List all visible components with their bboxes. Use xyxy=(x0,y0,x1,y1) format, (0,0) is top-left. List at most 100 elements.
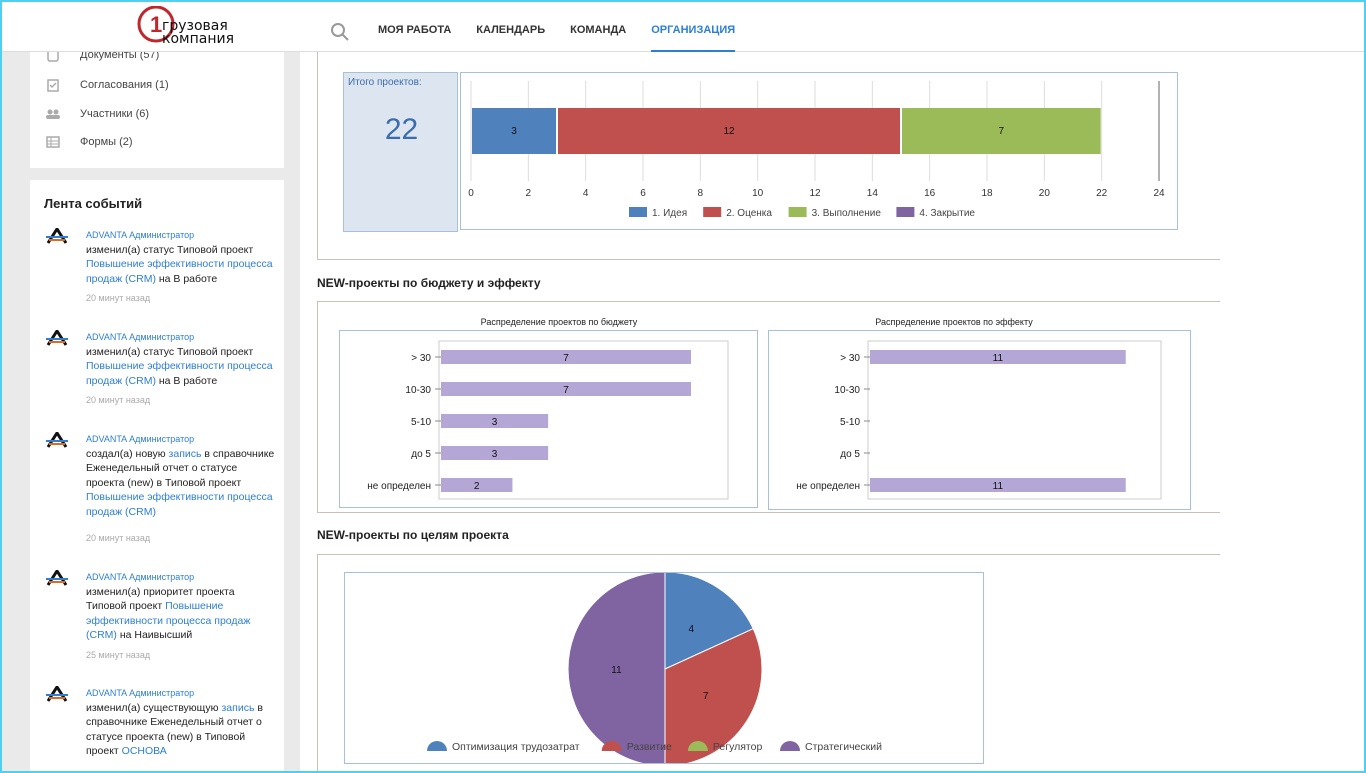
legend-label: Регулятор xyxy=(713,741,763,753)
event-text-suffix: на В работе xyxy=(155,374,218,387)
logo-text-line1: грузовая xyxy=(162,18,228,34)
legend-label: Стратегический xyxy=(805,741,882,753)
nav-calendar[interactable]: КАЛЕНДАРЬ xyxy=(476,24,546,36)
event-feed: Лента событий ADVANTA Администратор изме… xyxy=(30,180,284,773)
x-tick-label: 14 xyxy=(867,188,879,199)
y-tick-label: 10-30 xyxy=(405,385,431,396)
budget-chart-title: Распределение проектов по бюджету xyxy=(480,317,638,327)
legend-label: 1. Идея xyxy=(652,208,687,219)
event-text: создал(а) новую xyxy=(86,447,169,460)
stacked-bar-segment xyxy=(902,108,1101,154)
total-projects-label: Итого проектов: xyxy=(348,77,422,88)
x-tick-label: 16 xyxy=(924,188,936,199)
nav-my-work[interactable]: МОЯ РАБОТА xyxy=(378,24,452,36)
y-tick-label: > 30 xyxy=(411,353,431,364)
legend-label: 4. Закрытие xyxy=(919,208,975,219)
bar xyxy=(441,350,691,364)
event-text: изменил(а) приоритет проекта Типовой про… xyxy=(86,585,235,613)
y-tick-label: не определен xyxy=(796,481,860,492)
event-author-link[interactable]: ADVANTA Администратор xyxy=(86,434,195,444)
top-bar: 1 грузовая компания МОЯ РАБОТА КАЛЕНДАРЬ… xyxy=(0,0,1366,52)
legend-label: 3. Выполнение xyxy=(812,208,882,219)
budget-chart: > 30 7 10-30 7 5-10 3 до 5 3 не определен 2 xyxy=(339,330,758,508)
event-author-link[interactable]: ADVANTA Администратор xyxy=(86,230,195,240)
x-tick-label: 6 xyxy=(640,188,646,199)
logo-text: грузовая компания xyxy=(162,18,234,47)
legend-swatch xyxy=(703,207,722,217)
legend-swatch xyxy=(687,741,708,751)
event-text: изменил(а) статус Типовой проект xyxy=(86,243,254,256)
x-tick-label: 12 xyxy=(809,188,821,199)
logo-text-line2: компания xyxy=(162,31,234,47)
y-tick-label: 5-10 xyxy=(411,417,431,428)
effect-chart-title: Распределение проектов по эффекту xyxy=(875,317,1033,327)
event-text-suffix: на В работе xyxy=(155,272,218,285)
event-project-link[interactable]: Повышение эффективности процесса продаж … xyxy=(86,258,273,285)
bar-data-label: 3 xyxy=(511,126,517,137)
feed-event-body: ADVANTA Администратор изменил(а) статус … xyxy=(86,330,276,408)
event-author-link[interactable]: ADVANTA Администратор xyxy=(86,332,195,342)
bar-data-label: 7 xyxy=(563,385,569,396)
event-time: 20 минут назад xyxy=(86,533,151,543)
sidebar-item-approvals[interactable]: Согласования (1) xyxy=(46,78,169,92)
sidebar-item-label: Формы (2) xyxy=(80,136,133,148)
goals-section-title: NEW-проекты по целям проекта xyxy=(317,528,509,542)
x-tick-label: 20 xyxy=(1039,188,1051,199)
advanta-logo-icon xyxy=(46,570,68,586)
sidebar-item-participants[interactable]: Участники (6) xyxy=(46,107,149,121)
y-tick-label: до 5 xyxy=(411,449,431,460)
forms-icon xyxy=(46,136,60,148)
legend-swatch xyxy=(601,741,622,751)
event-project-link[interactable]: Повышение эффективности процесса продаж … xyxy=(86,360,273,387)
event-author-link[interactable]: ADVANTA Администратор xyxy=(86,572,195,582)
event-time: 20 минут назад xyxy=(86,293,151,303)
event-text: изменил(а) существующую xyxy=(86,701,222,714)
legend-swatch xyxy=(780,741,800,751)
x-tick-label: 8 xyxy=(698,188,704,199)
sidebar-menu: Документы (57) Согласования (1) Участник… xyxy=(30,48,284,168)
main-nav: МОЯ РАБОТА КАЛЕНДАРЬ КОМАНДА ОРГАНИЗАЦИЯ xyxy=(378,0,760,52)
users-icon xyxy=(46,109,60,119)
x-tick-label: 18 xyxy=(981,188,993,199)
bar xyxy=(441,414,549,428)
event-project-link[interactable]: Повышение эффективности процесса продаж … xyxy=(86,600,251,641)
event-time: 25 минут назад xyxy=(86,649,151,660)
legend-label: Оптимизация трудозатрат xyxy=(452,741,580,753)
advanta-logo-icon xyxy=(46,228,68,244)
event-text-suffix: на Наивысший xyxy=(116,629,193,641)
event-author-link[interactable]: ADVANTA Администратор xyxy=(86,688,195,698)
bar-data-label: 2 xyxy=(474,481,480,492)
feed-event-body: ADVANTA Администратор изменил(а) приорит… xyxy=(86,570,276,662)
sidebar-item-forms[interactable]: Формы (2) xyxy=(46,135,133,149)
advanta-logo-icon xyxy=(46,330,68,346)
sidebar-item-label: Согласования (1) xyxy=(80,79,169,91)
x-tick-label: 10 xyxy=(752,188,764,199)
feed-event-body: ADVANTA Администратор изменил(а) статус … xyxy=(86,228,276,306)
nav-team[interactable]: КОМАНДА xyxy=(570,24,627,36)
x-tick-label: 2 xyxy=(526,188,532,199)
bar-data-label: 12 xyxy=(723,126,735,137)
nav-organization[interactable]: ОРГАНИЗАЦИЯ xyxy=(651,0,736,52)
budget-section-title: NEW-проекты по бюджету и эффекту xyxy=(317,276,541,290)
y-tick-label: до 5 xyxy=(840,449,860,460)
stacked-bar-segment xyxy=(472,108,556,154)
advanta-logo-icon xyxy=(46,432,68,448)
bar xyxy=(441,478,513,492)
bar xyxy=(870,478,1126,492)
event-record-link[interactable]: запись xyxy=(221,701,255,714)
event-text-middle: в справочнике Еженедельный отчет о стату… xyxy=(86,447,275,489)
company-logo[interactable]: 1 грузовая компания xyxy=(128,5,234,52)
event-record-link[interactable]: запись xyxy=(168,447,202,460)
svg-text:1: 1 xyxy=(150,12,162,37)
legend-swatch xyxy=(788,207,807,217)
bar xyxy=(441,382,691,396)
pie-slice xyxy=(567,571,666,767)
goals-chart: 4 7 11 Оптимизация трудозатрат Развитие Регул… xyxy=(344,571,984,767)
event-project-link[interactable]: ОСНОВА xyxy=(121,745,167,757)
slice-data-label: 4 xyxy=(688,624,694,635)
search-icon[interactable] xyxy=(330,22,350,42)
event-time: 20 минут назад xyxy=(86,395,151,405)
event-project-link[interactable]: Повышение эффективности процесса продаж … xyxy=(86,491,273,518)
approval-icon xyxy=(47,79,59,92)
feed-event-body: ADVANTA Администратор изменил(а) существ… xyxy=(86,686,276,759)
